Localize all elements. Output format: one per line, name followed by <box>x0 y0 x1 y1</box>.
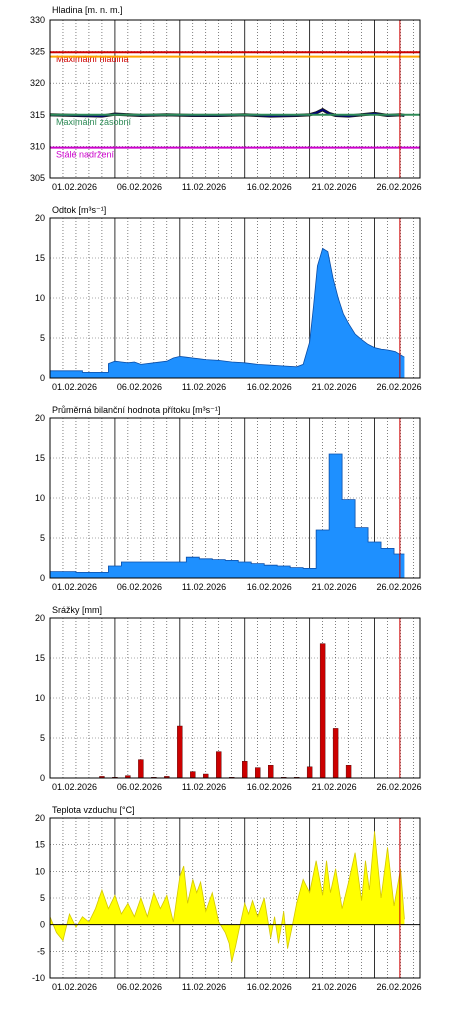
temp-xtick-label: 21.02.2026 <box>312 982 357 992</box>
precip-bar <box>177 725 183 779</box>
outflow-ytick-label: 0 <box>40 373 45 383</box>
level-ytick-label: 330 <box>30 15 45 25</box>
precip-ytick-label: 15 <box>35 653 45 663</box>
level-title: Hladina [m. n. m.] <box>52 5 123 15</box>
level-xtick-label: 26.02.2026 <box>377 182 422 192</box>
inflow-panel: Průměrná bilanční hodnota přítoku [m³s⁻¹… <box>35 405 422 592</box>
temp-xtick-label: 01.02.2026 <box>52 982 97 992</box>
outflow-xtick-label: 11.02.2026 <box>182 382 226 392</box>
temp-ytick-label: 5 <box>40 893 45 903</box>
precip-ytick-label: 0 <box>40 773 45 783</box>
inflow-title: Průměrná bilanční hodnota přítoku [m³s⁻¹… <box>52 405 220 415</box>
level-ytick-label: 305 <box>30 173 45 183</box>
inflow-ytick-label: 5 <box>40 533 45 543</box>
precip-bar <box>138 759 144 779</box>
temp-xtick-label: 11.02.2026 <box>182 982 226 992</box>
outflow-title: Odtok [m³s⁻¹] <box>52 205 106 215</box>
level-frame <box>49 19 421 179</box>
inflow-outline <box>50 453 405 573</box>
level-panel: Hladina [m. n. m.] Maximální hladina Maxi… <box>30 5 422 192</box>
precip-xtick-label: 11.02.2026 <box>182 782 226 792</box>
inflow-xtick-label: 26.02.2026 <box>377 582 422 592</box>
temp-ytick-label: 15 <box>35 840 45 850</box>
temp-outline <box>49 831 405 963</box>
level-xtick-label: 21.02.2026 <box>312 182 357 192</box>
precip-title: Srážky [mm] <box>52 605 102 615</box>
inflow-ytick-label: 15 <box>35 453 45 463</box>
outflow-ytick-label: 10 <box>35 293 45 303</box>
outflow-outline <box>50 247 405 373</box>
level-xtick-label: 06.02.2026 <box>117 182 162 192</box>
temp-ytick-label: -5 <box>37 946 45 956</box>
inflow-xtick-label: 01.02.2026 <box>52 582 97 592</box>
temp-ytick-label: -10 <box>32 973 45 983</box>
precip-bar <box>203 773 209 779</box>
precip-xtick-label: 06.02.2026 <box>117 782 162 792</box>
precip-panel: Srážky [mm] 0 5 10 15 20 01.02.2026 06.02.2026… <box>35 605 422 792</box>
precip-xtick-label: 01.02.2026 <box>52 782 97 792</box>
temp-ytick-label: 0 <box>40 920 45 930</box>
inflow-ytick-label: 0 <box>40 573 45 583</box>
temp-ytick-label: 10 <box>35 866 45 876</box>
precip-bar <box>345 765 352 779</box>
outflow-ytick-label: 20 <box>35 213 45 223</box>
temp-frame <box>49 817 421 979</box>
precip-xtick-label: 16.02.2026 <box>247 782 292 792</box>
level-ref-label: Maximální hladina <box>56 54 129 64</box>
precip-ytick-label: 5 <box>40 733 45 743</box>
temp-area <box>50 831 405 962</box>
precip-xtick-label: 21.02.2026 <box>312 782 357 792</box>
precip-bar <box>332 728 339 779</box>
outflow-frame <box>49 217 421 379</box>
level-ytick-label: 310 <box>30 141 45 151</box>
outflow-xtick-label: 01.02.2026 <box>52 382 97 392</box>
inflow-xtick-label: 21.02.2026 <box>312 582 357 592</box>
level-ref-label: Maximální zásobní <box>56 117 132 127</box>
level-xtick-label: 01.02.2026 <box>52 182 97 192</box>
outflow-ytick-label: 5 <box>40 333 45 343</box>
level-ytick-label: 320 <box>30 78 45 88</box>
inflow-frame <box>49 417 421 579</box>
outflow-xtick-label: 21.02.2026 <box>312 382 357 392</box>
precip-bar <box>255 767 261 779</box>
precip-bar <box>319 643 326 779</box>
inflow-xtick-label: 11.02.2026 <box>182 582 226 592</box>
inflow-xtick-label: 06.02.2026 <box>117 582 162 592</box>
outflow-ytick-label: 15 <box>35 253 45 263</box>
level-ytick-label: 325 <box>30 47 45 57</box>
temp-ytick-label: 20 <box>35 813 45 823</box>
outflow-xtick-label: 26.02.2026 <box>377 382 422 392</box>
temp-title: Teplota vzduchu [°C] <box>52 805 135 815</box>
precip-bar <box>190 771 196 779</box>
temp-panel: Teplota vzduchu [°C] -10 -5 0 5 10 15 20 01.02.… <box>32 805 422 992</box>
temp-xtick-label: 26.02.2026 <box>377 982 422 992</box>
outflow-area <box>50 248 405 378</box>
level-ytick-label: 315 <box>30 110 45 120</box>
inflow-area <box>50 454 405 578</box>
precip-frame <box>49 617 421 779</box>
inflow-ytick-label: 10 <box>35 493 45 503</box>
precip-bar <box>306 766 313 779</box>
precip-ytick-label: 10 <box>35 693 45 703</box>
level-xtick-label: 11.02.2026 <box>182 182 226 192</box>
outflow-panel: Odtok [m³s⁻¹] 0 5 10 15 20 01.02.2026 06.02.20… <box>35 205 422 392</box>
temp-xtick-label: 16.02.2026 <box>247 982 292 992</box>
precip-xtick-label: 26.02.2026 <box>377 782 422 792</box>
outflow-xtick-label: 06.02.2026 <box>117 382 162 392</box>
inflow-xtick-label: 16.02.2026 <box>247 582 292 592</box>
level-xtick-label: 16.02.2026 <box>247 182 292 192</box>
temp-xtick-label: 06.02.2026 <box>117 982 162 992</box>
precip-bar <box>268 765 274 779</box>
precip-bar <box>216 751 222 779</box>
precip-ytick-label: 20 <box>35 613 45 623</box>
precip-bar <box>242 761 248 779</box>
inflow-ytick-label: 20 <box>35 413 45 423</box>
outflow-xtick-label: 16.02.2026 <box>247 382 292 392</box>
level-ref-label: Stálé nadržení <box>56 150 115 160</box>
